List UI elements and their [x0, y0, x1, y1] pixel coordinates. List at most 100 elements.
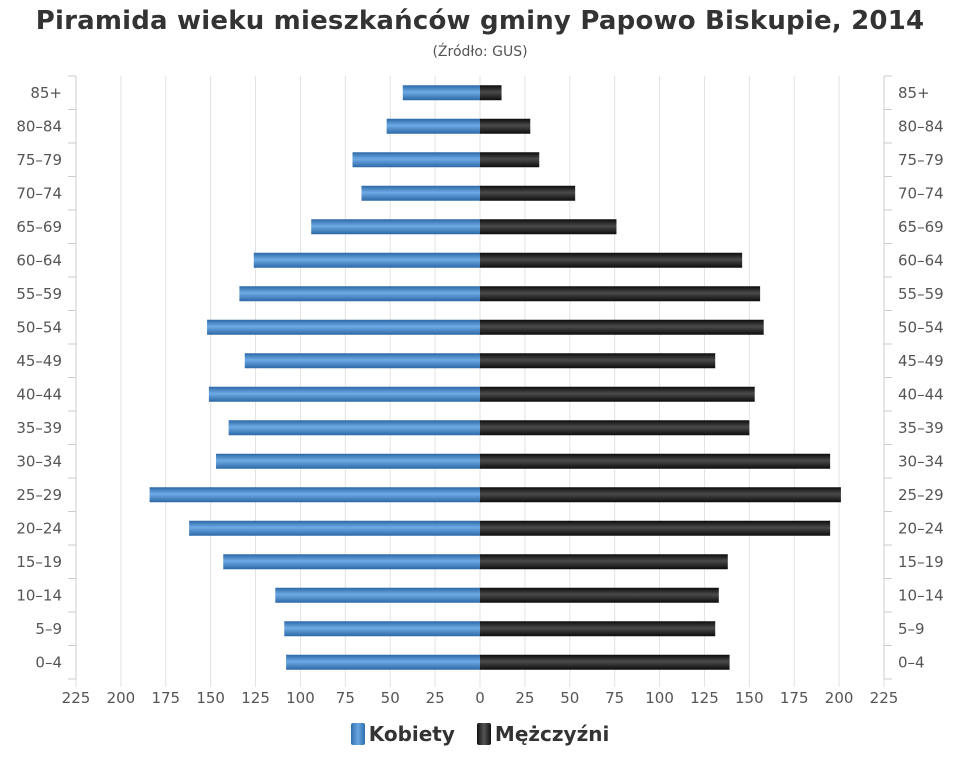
- bar-kobiety: [244, 353, 480, 369]
- x-tick-label: 100: [286, 689, 315, 707]
- category-label-left: 85+: [30, 84, 62, 102]
- category-label-right: 10–14: [898, 586, 944, 604]
- bar-mezczyzni: [480, 152, 540, 168]
- bar-kobiety: [208, 386, 481, 402]
- bar-kobiety: [361, 185, 480, 201]
- bar-mezczyzni: [480, 587, 719, 603]
- category-label-left: 20–24: [16, 519, 62, 537]
- bar-kobiety: [228, 420, 480, 436]
- x-tick-label: 50: [381, 689, 400, 707]
- bar-mezczyzni: [480, 453, 831, 469]
- bar-mezczyzni: [480, 185, 576, 201]
- category-label-left: 65–69: [16, 218, 62, 236]
- x-tick-label: 0: [475, 689, 485, 707]
- legend: Kobiety Mężczyźni: [0, 722, 960, 746]
- x-tick-label: 125: [241, 689, 270, 707]
- x-tick-label: 200: [107, 689, 136, 707]
- bar-kobiety: [284, 621, 480, 637]
- category-label-left: 5–9: [35, 620, 62, 638]
- category-label-right: 20–24: [898, 519, 944, 537]
- legend-swatch-mezczyzni: [476, 723, 491, 745]
- bar-kobiety: [286, 654, 480, 670]
- category-label-left: 60–64: [16, 251, 62, 269]
- x-tick-label: 225: [870, 689, 899, 707]
- bar-mezczyzni: [480, 554, 728, 570]
- x-tick-label: 125: [690, 689, 719, 707]
- category-label-left: 40–44: [16, 385, 62, 403]
- bar-mezczyzni: [480, 219, 617, 235]
- category-label-right: 50–54: [898, 318, 944, 336]
- bar-mezczyzni: [480, 286, 761, 302]
- legend-label-kobiety: Kobiety: [368, 722, 455, 746]
- x-tick-label: 175: [780, 689, 809, 707]
- bar-mezczyzni: [480, 319, 764, 335]
- legend-item-kobiety[interactable]: Kobiety: [350, 722, 455, 746]
- bar-kobiety: [253, 252, 480, 268]
- category-label-right: 15–19: [898, 553, 944, 571]
- category-label-left: 45–49: [16, 352, 62, 370]
- category-label-right: 55–59: [898, 285, 944, 303]
- bar-kobiety: [149, 487, 480, 503]
- category-label-right: 65–69: [898, 218, 944, 236]
- bar-mezczyzni: [480, 252, 743, 268]
- bar-kobiety: [311, 219, 480, 235]
- bar-kobiety: [402, 85, 480, 101]
- category-label-right: 40–44: [898, 385, 944, 403]
- category-label-right: 0–4: [898, 653, 925, 671]
- bar-mezczyzni: [480, 85, 502, 101]
- category-label-left: 15–19: [16, 553, 62, 571]
- category-label-right: 60–64: [898, 251, 944, 269]
- category-label-left: 50–54: [16, 318, 62, 336]
- bar-mezczyzni: [480, 386, 755, 402]
- legend-swatch-kobiety: [350, 723, 365, 745]
- category-label-left: 80–84: [16, 117, 62, 135]
- category-label-right: 45–49: [898, 352, 944, 370]
- category-label-left: 70–74: [16, 184, 62, 202]
- category-label-right: 75–79: [898, 151, 944, 169]
- category-label-left: 0–4: [35, 653, 62, 671]
- bar-mezczyzni: [480, 420, 750, 436]
- bar-mezczyzni: [480, 520, 831, 536]
- legend-label-mezczyzni: Mężczyźni: [494, 722, 610, 746]
- category-label-left: 75–79: [16, 151, 62, 169]
- bar-mezczyzni: [480, 118, 531, 134]
- x-tick-label: 50: [560, 689, 579, 707]
- x-tick-label: 200: [825, 689, 854, 707]
- bar-kobiety: [216, 453, 480, 469]
- bar-mezczyzni: [480, 654, 730, 670]
- x-tick-label: 150: [196, 689, 225, 707]
- bar-mezczyzni: [480, 353, 716, 369]
- x-tick-label: 175: [151, 689, 180, 707]
- chart-subtitle: (Źródło: GUS): [432, 44, 528, 60]
- bar-mezczyzni: [480, 621, 716, 637]
- bar-kobiety: [239, 286, 480, 302]
- x-tick-label: 75: [605, 689, 624, 707]
- bar-kobiety: [275, 587, 480, 603]
- bar-kobiety: [386, 118, 480, 134]
- legend-item-mezczyzni[interactable]: Mężczyźni: [476, 722, 610, 746]
- bar-kobiety: [352, 152, 480, 168]
- bar-mezczyzni: [480, 487, 841, 503]
- x-tick-label: 100: [645, 689, 674, 707]
- category-label-left: 35–39: [16, 419, 62, 437]
- x-tick-label: 25: [426, 689, 445, 707]
- bar-kobiety: [207, 319, 480, 335]
- category-label-left: 55–59: [16, 285, 62, 303]
- chart-title: Piramida wieku mieszkańców gminy Papowo …: [35, 6, 925, 36]
- category-label-right: 85+: [898, 84, 930, 102]
- x-tick-label: 25: [515, 689, 534, 707]
- population-pyramid-chart: 225 200 175 150 125 100 75 50 25 0 25 50 75 100 125 150…: [16, 75, 944, 707]
- category-label-right: 5–9: [898, 620, 925, 638]
- bar-kobiety: [223, 554, 481, 570]
- x-tick-label: 75: [336, 689, 355, 707]
- category-label-right: 30–34: [898, 452, 944, 470]
- category-label-right: 80–84: [898, 117, 944, 135]
- category-label-right: 35–39: [898, 419, 944, 437]
- category-label-right: 25–29: [898, 486, 944, 504]
- category-label-left: 25–29: [16, 486, 62, 504]
- category-label-left: 30–34: [16, 452, 62, 470]
- x-tick-label: 150: [735, 689, 764, 707]
- bar-kobiety: [189, 520, 480, 536]
- category-label-left: 10–14: [16, 586, 62, 604]
- category-label-right: 70–74: [898, 184, 944, 202]
